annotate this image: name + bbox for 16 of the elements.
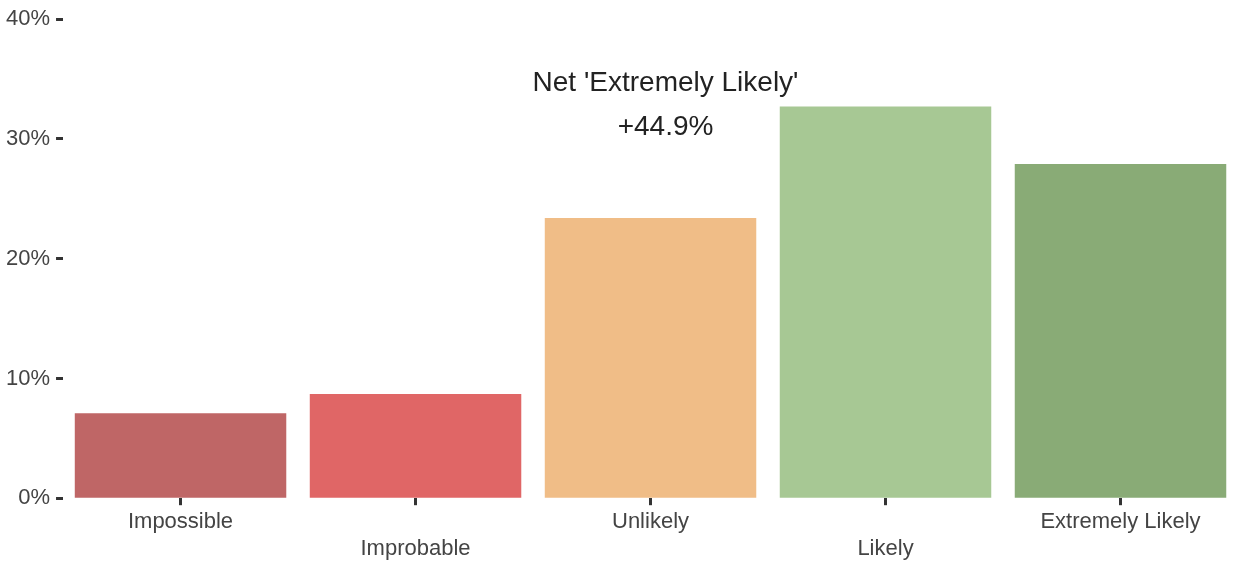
bar — [74, 413, 287, 498]
y-tick-label: 10% — [5, 364, 51, 390]
annotation: Net 'Extremely Likely' +44.9% — [532, 65, 799, 141]
y-tick-label: 40% — [5, 5, 51, 31]
bar — [544, 217, 757, 498]
x-tick-label: Improbable — [360, 534, 471, 560]
x-tick-label: Likely — [857, 534, 914, 560]
y-tick-label: 0% — [18, 484, 51, 510]
x-tick-label: Impossible — [127, 508, 234, 534]
x-tick-label: Extremely Likely — [1040, 508, 1201, 534]
y-tick-label: 20% — [5, 244, 51, 270]
bar — [779, 106, 992, 498]
x-tick-label: Unlikely — [612, 508, 690, 534]
bar — [1014, 164, 1227, 498]
bar — [309, 394, 522, 498]
y-tick-label: 30% — [5, 125, 51, 151]
